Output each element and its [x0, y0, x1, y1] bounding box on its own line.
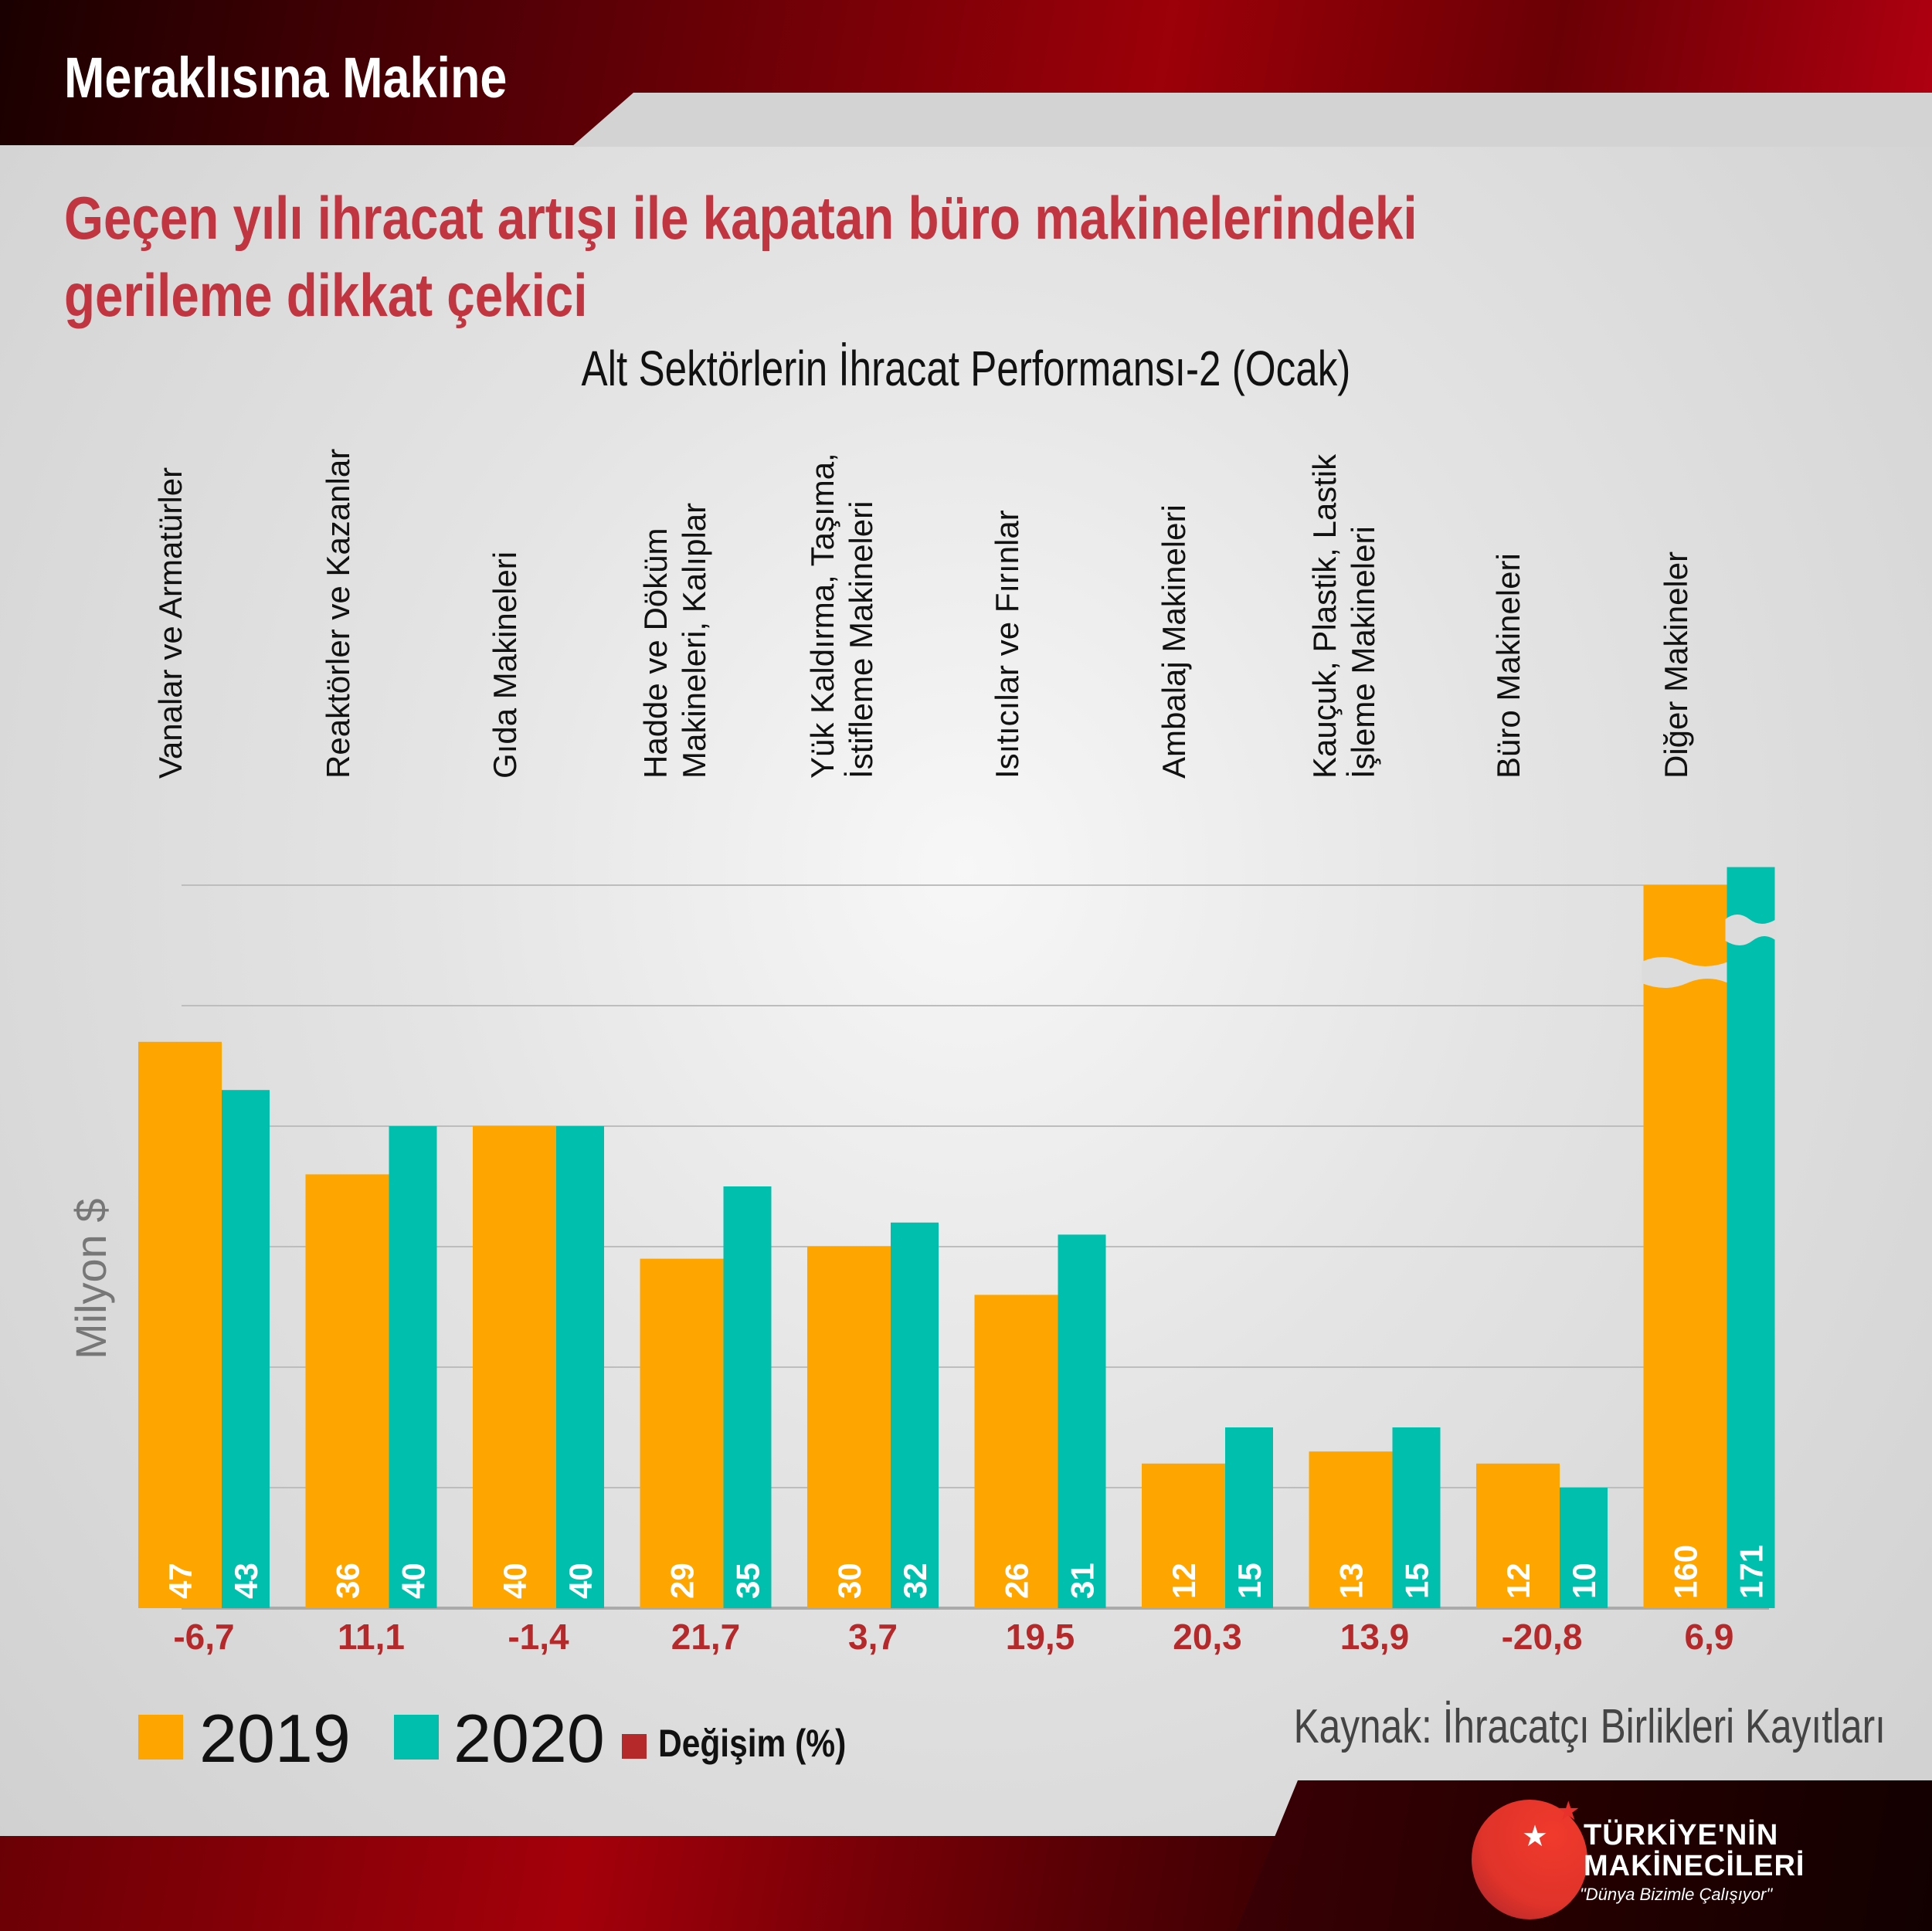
logo-slogan: "Dünya Bizimle Çalışıyor": [1580, 1885, 1773, 1904]
legend-change: Değişim (%): [658, 1722, 847, 1765]
bar-2019: [640, 1258, 724, 1608]
bar-2019: [1643, 885, 1727, 1608]
bar-2020: [222, 1090, 270, 1608]
bar-2019: [974, 1295, 1058, 1608]
bar-2020: [1727, 867, 1775, 1608]
brand-title: Meraklısına Makine: [64, 46, 508, 110]
change-label: -1,4: [508, 1617, 569, 1657]
star-icon: ★: [1522, 1821, 1549, 1853]
bar-2019: [807, 1247, 891, 1608]
value-label-2019: 12: [1500, 1563, 1536, 1599]
bar-2020: [1392, 1427, 1441, 1608]
value-label-2019: 160: [1668, 1545, 1704, 1599]
change-label: -6,7: [173, 1617, 234, 1657]
bar-2019: [1309, 1451, 1393, 1608]
axis-break-icon: [1642, 957, 1729, 988]
star-icon: ★: [1557, 1797, 1581, 1826]
legend-swatch-change: [622, 1734, 647, 1759]
bar-2019: [138, 1041, 222, 1608]
legend-2019: 2019: [199, 1700, 351, 1777]
value-label-2020: 15: [1399, 1563, 1435, 1599]
change-label: 6,9: [1685, 1617, 1734, 1657]
value-label-2020: 40: [562, 1563, 599, 1599]
change-label: -20,8: [1502, 1617, 1583, 1657]
value-label-2020: 31: [1064, 1563, 1101, 1599]
value-label-2019: 12: [1166, 1563, 1202, 1599]
bar-2020: [1058, 1234, 1106, 1608]
bar-2020: [1225, 1427, 1273, 1608]
value-label-2019: 47: [162, 1563, 199, 1599]
value-label-2020: 35: [730, 1563, 766, 1599]
value-label-2019: 30: [831, 1563, 868, 1599]
bar-2019: [1476, 1463, 1560, 1608]
bar-2020: [1560, 1488, 1608, 1608]
value-label-2020: 40: [396, 1563, 432, 1599]
change-label: 3,7: [848, 1617, 898, 1657]
legend-2020: 2020: [453, 1700, 605, 1777]
bar-2019: [1142, 1463, 1225, 1608]
value-label-2020: 32: [897, 1563, 933, 1599]
change-label: 13,9: [1340, 1617, 1410, 1657]
logo-line2: MAKİNECİLERİ: [1584, 1850, 1805, 1882]
value-label-2019: 13: [1333, 1563, 1370, 1599]
value-label-2019: 29: [664, 1563, 701, 1599]
bar-2020: [389, 1126, 437, 1608]
bar-2019: [473, 1126, 556, 1608]
change-label: 20,3: [1173, 1617, 1242, 1657]
logo-circle-icon: [1472, 1800, 1587, 1919]
bar-2019: [305, 1174, 389, 1608]
bar-2020: [556, 1126, 604, 1608]
header-cut: [572, 93, 1932, 147]
legend-swatch-2020: [394, 1715, 439, 1760]
value-label-2019: 36: [330, 1563, 366, 1599]
logo-line1: TÜRKİYE'NİN: [1584, 1819, 1779, 1851]
headline: Geçen yılı ihracat artışı ile kapatan bü…: [64, 184, 1418, 329]
value-label-2020: 171: [1733, 1545, 1770, 1599]
value-label-2019: 26: [999, 1563, 1035, 1599]
value-label-2020: 15: [1231, 1563, 1268, 1599]
axis-break-icon: [1725, 915, 1777, 945]
legend-swatch-2019: [138, 1715, 183, 1760]
value-label-2019: 40: [497, 1563, 533, 1599]
chart-title: Alt Sektörlerin İhracat Performansı-2 (O…: [581, 341, 1351, 396]
value-label-2020: 10: [1566, 1563, 1602, 1599]
source-note: Kaynak: İhracatçı Birlikleri Kayıtları: [1293, 1700, 1886, 1753]
change-label: 19,5: [1006, 1617, 1075, 1657]
value-label-2020: 43: [228, 1563, 264, 1599]
bar-2020: [891, 1222, 939, 1608]
bar-2020: [723, 1186, 772, 1608]
change-label: 11,1: [338, 1617, 405, 1657]
change-label: 21,7: [671, 1617, 741, 1657]
